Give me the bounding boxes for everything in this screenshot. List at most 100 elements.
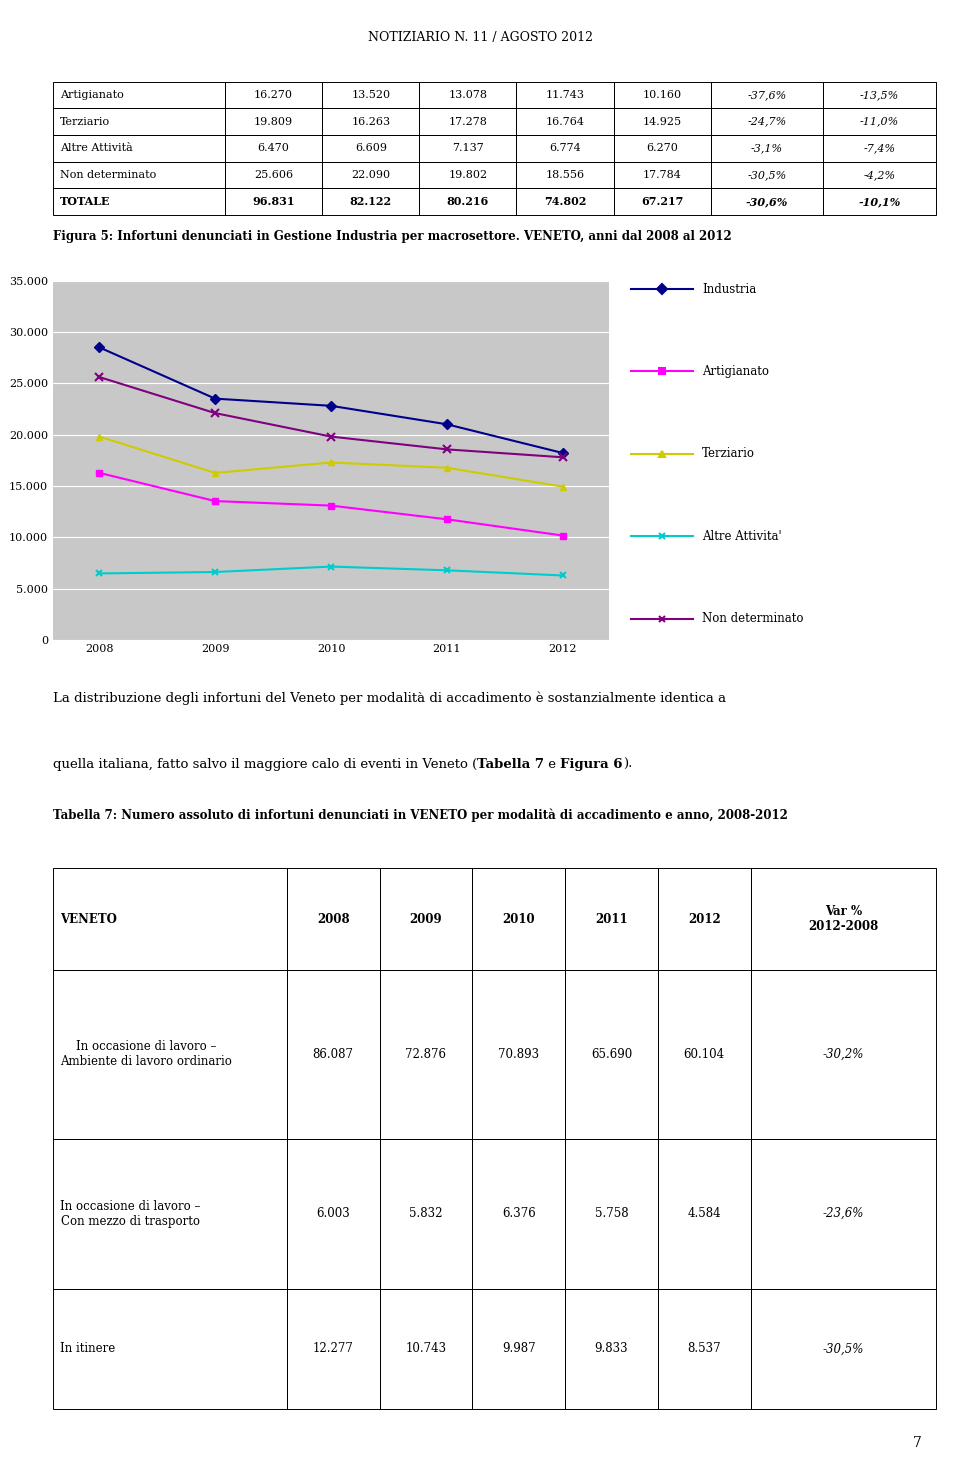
Bar: [613, 188, 710, 215]
Text: Artigianato: Artigianato: [60, 90, 124, 99]
Bar: [658, 1139, 751, 1289]
Bar: [823, 82, 936, 108]
Bar: [823, 108, 936, 135]
Bar: [53, 82, 225, 108]
Bar: [613, 135, 710, 162]
Text: 67.217: 67.217: [641, 196, 684, 208]
Text: 70.893: 70.893: [498, 1048, 540, 1060]
Bar: [420, 188, 516, 215]
Bar: [658, 1289, 751, 1409]
Bar: [658, 970, 751, 1139]
Text: 10.160: 10.160: [642, 90, 682, 99]
Bar: [379, 1139, 472, 1289]
Bar: [287, 1289, 379, 1409]
Bar: [420, 162, 516, 188]
Text: Figura 5: Infortuni denunciati in Gestione Industria per macrosettore. VENETO, a: Figura 5: Infortuni denunciati in Gestio…: [53, 230, 732, 243]
Text: In occasione di lavoro –
Con mezzo di trasporto: In occasione di lavoro – Con mezzo di tr…: [60, 1200, 201, 1228]
Text: 10.743: 10.743: [405, 1342, 446, 1355]
Text: Figura 6: Figura 6: [561, 758, 623, 771]
Text: -24,7%: -24,7%: [747, 117, 786, 126]
Bar: [225, 188, 323, 215]
Text: 14.925: 14.925: [642, 117, 682, 126]
Text: Var %
2012-2008: Var % 2012-2008: [808, 905, 878, 933]
Bar: [53, 188, 225, 215]
Text: 2010: 2010: [502, 914, 535, 925]
Bar: [287, 869, 379, 970]
Bar: [710, 135, 823, 162]
Text: 2011: 2011: [595, 914, 628, 925]
Text: 4.584: 4.584: [687, 1207, 721, 1221]
Text: 6.270: 6.270: [646, 144, 678, 153]
Bar: [53, 135, 225, 162]
Text: 96.831: 96.831: [252, 196, 295, 208]
Bar: [225, 108, 323, 135]
Text: 13.520: 13.520: [351, 90, 391, 99]
Text: 2008: 2008: [317, 914, 349, 925]
Bar: [516, 135, 613, 162]
Text: 25.606: 25.606: [254, 171, 293, 179]
Text: 18.556: 18.556: [545, 171, 585, 179]
Text: -30,5%: -30,5%: [747, 171, 786, 179]
Text: In itinere: In itinere: [60, 1342, 115, 1355]
Text: 2012: 2012: [687, 914, 721, 925]
Text: 22.090: 22.090: [351, 171, 391, 179]
Text: 86.087: 86.087: [313, 1048, 353, 1060]
Bar: [613, 108, 710, 135]
Bar: [823, 162, 936, 188]
Bar: [565, 1289, 658, 1409]
Bar: [225, 162, 323, 188]
Text: 17.784: 17.784: [643, 171, 682, 179]
Text: -30,2%: -30,2%: [823, 1048, 864, 1060]
Text: 6.774: 6.774: [549, 144, 581, 153]
Bar: [658, 869, 751, 970]
Bar: [751, 869, 936, 970]
Text: Altre Attivita': Altre Attivita': [702, 529, 781, 543]
Text: 6.609: 6.609: [355, 144, 387, 153]
Text: 5.832: 5.832: [409, 1207, 443, 1221]
Text: -13,5%: -13,5%: [860, 90, 900, 99]
Bar: [516, 108, 613, 135]
Text: In occasione di lavoro –
Ambiente di lavoro ordinario: In occasione di lavoro – Ambiente di lav…: [60, 1041, 231, 1068]
Text: 7.137: 7.137: [452, 144, 484, 153]
Text: -7,4%: -7,4%: [863, 144, 896, 153]
Bar: [323, 82, 420, 108]
Text: La distribuzione degli infortuni del Veneto per modalità di accadimento è sostan: La distribuzione degli infortuni del Ven…: [53, 691, 726, 704]
Text: 74.802: 74.802: [544, 196, 587, 208]
Text: 17.278: 17.278: [448, 117, 488, 126]
Text: 72.876: 72.876: [405, 1048, 446, 1060]
Bar: [53, 108, 225, 135]
Bar: [472, 970, 565, 1139]
Bar: [379, 869, 472, 970]
Bar: [287, 970, 379, 1139]
Text: 16.263: 16.263: [351, 117, 391, 126]
Bar: [613, 82, 710, 108]
Bar: [420, 135, 516, 162]
Bar: [53, 162, 225, 188]
Text: Industria: Industria: [702, 283, 756, 295]
Bar: [225, 135, 323, 162]
Text: 19.809: 19.809: [254, 117, 293, 126]
Text: -3,1%: -3,1%: [751, 144, 783, 153]
Text: 60.104: 60.104: [684, 1048, 725, 1060]
Text: 16.764: 16.764: [545, 117, 585, 126]
Text: 9.833: 9.833: [594, 1342, 628, 1355]
Bar: [516, 162, 613, 188]
Text: -10,1%: -10,1%: [858, 196, 900, 208]
Text: Terziario: Terziario: [60, 117, 110, 126]
Bar: [323, 188, 420, 215]
Text: Terziario: Terziario: [702, 448, 755, 460]
Text: 6.003: 6.003: [317, 1207, 350, 1221]
Text: -30,6%: -30,6%: [746, 196, 788, 208]
Bar: [710, 188, 823, 215]
Bar: [323, 135, 420, 162]
Text: Tabella 7: Numero assoluto di infortuni denunciati in VENETO per modalità di acc: Tabella 7: Numero assoluto di infortuni …: [53, 808, 787, 822]
Text: quella italiana, fatto salvo il maggiore calo di eventi in Veneto (: quella italiana, fatto salvo il maggiore…: [53, 758, 477, 771]
Text: Artigianato: Artigianato: [702, 365, 769, 378]
Bar: [53, 1289, 287, 1409]
Text: -37,6%: -37,6%: [747, 90, 786, 99]
Text: e: e: [544, 758, 561, 771]
Bar: [565, 869, 658, 970]
Bar: [225, 82, 323, 108]
Bar: [323, 162, 420, 188]
Text: Non determinato: Non determinato: [60, 171, 156, 179]
